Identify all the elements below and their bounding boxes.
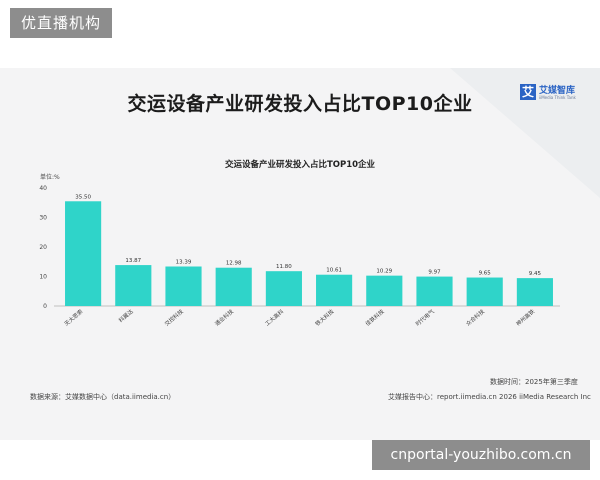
data-label: 10.61 (326, 268, 342, 274)
y-tick-label: 40 (39, 185, 47, 192)
x-tick-label: 天大思索 (62, 307, 84, 328)
data-label: 13.39 (176, 259, 192, 265)
y-unit-label: 单位:% (40, 173, 60, 181)
x-tick-label: 时代电气 (414, 307, 436, 328)
x-tick-label: 神州高铁 (514, 307, 536, 328)
top-band: 优直播机构 (0, 0, 600, 68)
source-right: 艾媒报告中心：report.iimedia.cn 2026 iiMedia Re… (388, 393, 591, 401)
bar (466, 277, 503, 306)
bar (366, 275, 403, 306)
data-label: 35.50 (75, 194, 91, 200)
logo-mark-icon: 艾 (520, 84, 536, 100)
data-label: 9.65 (479, 271, 492, 277)
x-tick-label: 通业科技 (213, 307, 235, 328)
data-label: 11.80 (276, 264, 292, 270)
iimedia-logo: 艾 艾媒智库 iiMedia Think Tank (520, 82, 598, 108)
data-label: 10.29 (376, 269, 392, 275)
bar (516, 278, 553, 306)
footer-watermark-bar: cnportal-youzhibo.com.cn (372, 440, 590, 470)
source-left: 数据来源：艾媒数据中心（data.iimedia.cn） (30, 393, 176, 401)
x-tick-label: 铁大科技 (313, 307, 335, 328)
bar (165, 266, 202, 306)
logo-name: 艾媒智库 (539, 86, 576, 96)
bar (65, 201, 102, 306)
bar (215, 267, 252, 306)
bar (316, 274, 353, 306)
data-label: 9.97 (428, 270, 441, 276)
bar (115, 265, 152, 306)
y-tick-label: 20 (39, 244, 47, 251)
bar (416, 276, 453, 306)
x-tick-label: 交控科技 (163, 307, 185, 328)
data-label: 9.45 (529, 271, 542, 277)
x-tick-label: 工大高科 (263, 307, 285, 328)
y-tick-label: 0 (43, 303, 47, 310)
logo-subtitle: iiMedia Think Tank (539, 95, 576, 100)
bar (265, 271, 302, 306)
y-tick-label: 30 (39, 215, 47, 222)
y-tick-label: 10 (39, 274, 47, 281)
brand-badge: 优直播机构 (10, 8, 113, 38)
x-tick-label: 佳铁科技 (364, 307, 386, 328)
chart-title: 交运设备产业研发投入占比TOP10企业 (225, 159, 376, 170)
x-tick-label: 众合科技 (464, 307, 486, 328)
data-label: 13.87 (125, 258, 141, 264)
data-label: 12.98 (226, 261, 242, 267)
main-title: 交运设备产业研发投入占比TOP10企业 (127, 93, 473, 115)
x-tick-label: 科翼达 (117, 307, 135, 324)
data-time-note: 数据时间：2025年第三季度 (490, 378, 578, 386)
